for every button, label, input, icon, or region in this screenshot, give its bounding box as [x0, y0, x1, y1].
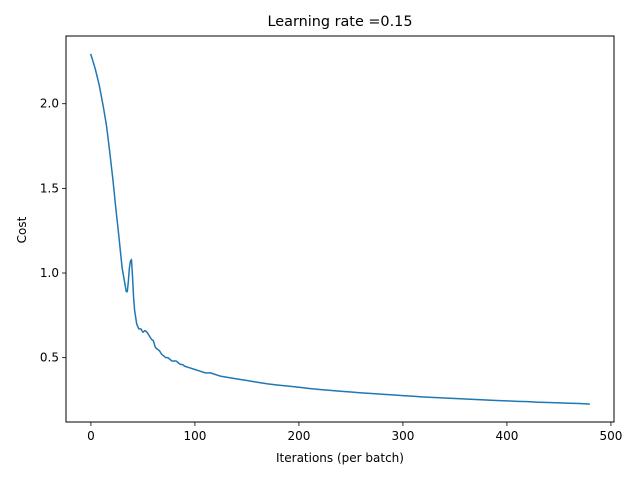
x-tick-label: 100 — [183, 429, 206, 443]
x-tick-label: 0 — [87, 429, 95, 443]
x-tick-label: 400 — [495, 429, 518, 443]
plot-area — [89, 53, 590, 405]
x-axis-label: Iterations (per batch) — [276, 451, 404, 465]
chart-title: Learning rate =0.15 — [268, 14, 413, 30]
y-tick-label: 2.0 — [40, 97, 59, 111]
x-tick-label: 500 — [599, 429, 622, 443]
y-axis: 0.5 1.0 1.5 2.0 — [40, 97, 66, 365]
x-axis: 0 100 200 300 400 500 — [87, 422, 622, 443]
x-tick-label: 300 — [391, 429, 414, 443]
series-line-0 — [89, 53, 590, 405]
y-tick-label: 1.5 — [40, 181, 59, 195]
y-axis-label: Cost — [15, 216, 29, 243]
x-tick-label: 200 — [287, 429, 310, 443]
plot-frame — [65, 35, 615, 423]
y-tick-label: 0.5 — [40, 351, 59, 365]
y-tick-label: 1.0 — [40, 266, 59, 280]
